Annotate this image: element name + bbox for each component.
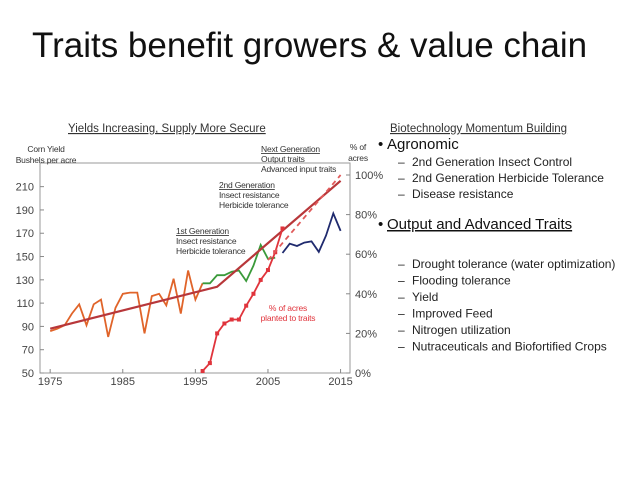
dash: – [398, 171, 405, 185]
y-tick-label: 50 [22, 368, 34, 380]
dash: – [398, 290, 405, 304]
y-axis-label: Corn Yield [27, 144, 65, 154]
y-tick-label: 110 [16, 298, 34, 310]
bullet-item: Nutraceuticals and Biofortified Crops [412, 340, 607, 354]
y2-tick-label: 60% [355, 249, 377, 261]
bullet-item: Nitrogen utilization [412, 323, 511, 337]
dash: – [398, 155, 405, 169]
series-line [281, 210, 342, 254]
bullet-item: Improved Feed [412, 307, 493, 321]
bullet-item: 2nd Generation Insect Control [412, 155, 572, 169]
dash: – [398, 187, 405, 201]
marker [244, 303, 249, 308]
dash: – [398, 257, 405, 271]
series-line [49, 179, 342, 330]
marker [258, 277, 263, 282]
x-tick-label: 1975 [38, 376, 62, 388]
annotation: Output traits [261, 154, 305, 164]
section-heading: Output and Advanced Traits [387, 216, 572, 233]
y2-tick-label: 40% [355, 289, 377, 301]
bullet-item: Drought tolerance (water optimization) [412, 257, 615, 271]
y-tick-label: 90 [22, 321, 34, 333]
x-tick-label: 1995 [183, 376, 207, 388]
plot-area [39, 162, 351, 374]
bullet-item: 2nd Generation Herbicide Tolerance [412, 171, 604, 185]
x-tick-label: 2005 [256, 376, 280, 388]
bullet-item: Yield [412, 290, 438, 304]
y-tick-label: 70 [22, 345, 34, 357]
dash: – [398, 274, 405, 288]
slide-title: Traits benefit growers & value chain [32, 26, 587, 65]
dash: – [398, 323, 405, 337]
y2-tick-label: 20% [355, 328, 377, 340]
bullet-dot: • [378, 216, 383, 233]
section-title: Biotechnology Momentum Building [390, 123, 567, 135]
dash: – [398, 307, 405, 321]
series-line [201, 228, 284, 372]
marker [229, 317, 234, 322]
annotation: planted to traits [261, 313, 316, 323]
y2-tick-label: 100% [355, 170, 383, 182]
marker [280, 226, 285, 231]
series-line [49, 270, 204, 338]
annotation: Insect resistance [176, 236, 237, 246]
chart-subtitle: Yields Increasing, Supply More Secure [68, 123, 266, 135]
y-tick-label: 210 [16, 182, 34, 194]
section-heading: Agronomic [387, 136, 459, 153]
series-line [267, 174, 342, 261]
bullet-dot: • [378, 136, 383, 153]
bullet-item: Flooding tolerance [412, 274, 511, 288]
chart: 50 70 90 110 130 150 170 190 210 0% 20% 40% 60% 80% 10… [16, 142, 384, 388]
y-tick-label: 150 [16, 252, 34, 264]
annotation: Advanced input traits [261, 164, 336, 174]
annotation: Insect resistance [219, 190, 280, 200]
x-tick-label: 1985 [111, 376, 135, 388]
marker [207, 361, 212, 366]
marker [265, 268, 270, 273]
y2-axis-label: acres [348, 153, 368, 163]
marker [200, 369, 205, 374]
annotation: 2nd Generation [219, 180, 275, 190]
y-axis-label: Bushels per acre [16, 155, 77, 165]
marker [236, 317, 241, 322]
marker [222, 321, 227, 326]
y2-tick-label: 0% [355, 368, 371, 380]
y2-axis-label: % of [350, 142, 367, 152]
bullet-item: Disease resistance [412, 187, 514, 201]
bullet-list: • Agronomic– 2nd Generation Insect Control… [378, 136, 615, 354]
y2-tick-label: 80% [355, 210, 377, 222]
dash: – [398, 340, 405, 354]
y-tick-label: 170 [16, 228, 34, 240]
annotation: Next Generation [261, 144, 320, 154]
annotation: Herbicide tolerance [176, 246, 246, 256]
y-tick-label: 190 [16, 205, 34, 217]
annotation: % of acres [269, 303, 307, 313]
annotation: Herbicide tolerance [219, 200, 289, 210]
marker [251, 291, 256, 296]
marker [215, 331, 220, 336]
annotation: 1st Generation [176, 226, 229, 236]
y-tick-label: 130 [16, 275, 34, 287]
x-tick-label: 2015 [328, 376, 352, 388]
series-line [202, 242, 276, 285]
